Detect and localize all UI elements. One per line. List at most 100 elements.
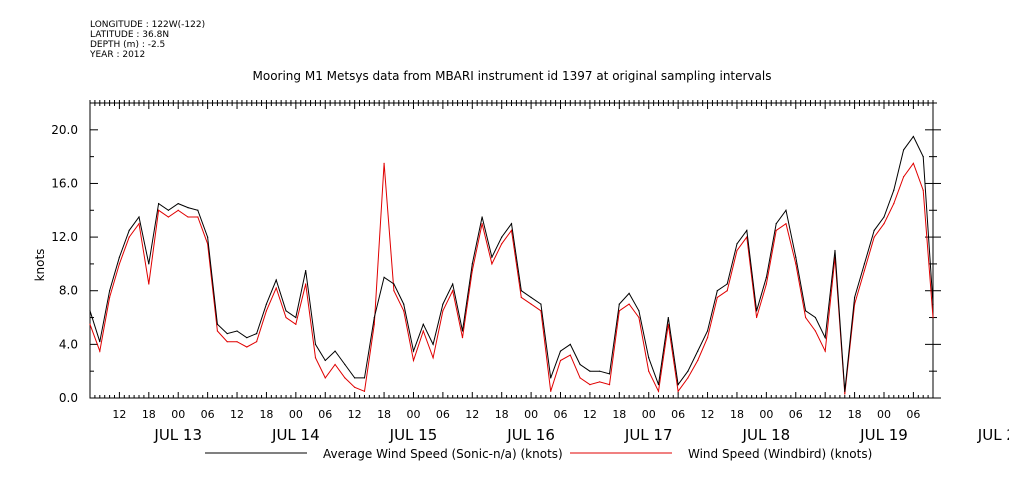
x-day-label: JUL 19	[859, 426, 908, 444]
data-point	[589, 370, 591, 372]
data-point	[334, 350, 336, 352]
data-point	[599, 381, 601, 383]
data-point	[491, 256, 493, 258]
data-point	[657, 390, 660, 392]
x-tick-label: 12	[583, 408, 597, 421]
data-point	[716, 290, 718, 292]
x-tick-label: 12	[701, 408, 715, 421]
data-point	[746, 229, 748, 231]
data-point	[726, 290, 728, 292]
data-point	[452, 283, 454, 285]
x-day-label: JUL 16	[506, 426, 555, 444]
data-point	[265, 303, 268, 305]
data-point	[207, 236, 209, 238]
data-point	[128, 236, 130, 238]
x-tick-label: 06	[671, 408, 685, 421]
data-point	[844, 390, 846, 392]
data-point	[236, 330, 238, 332]
data-point	[520, 290, 522, 292]
data-point	[863, 263, 865, 265]
data-point	[471, 263, 473, 265]
data-point	[354, 377, 356, 379]
data-point	[99, 350, 101, 352]
x-tick-label: 18	[612, 408, 626, 421]
data-point	[804, 310, 807, 312]
data-point	[814, 330, 816, 332]
data-point	[275, 279, 277, 281]
data-point	[256, 341, 258, 343]
data-point	[765, 276, 767, 278]
x-day-label: JUL 15	[389, 426, 438, 444]
data-point	[334, 363, 336, 366]
y-axis-label: knots	[33, 249, 47, 282]
data-point	[569, 343, 571, 345]
data-point	[167, 209, 170, 211]
x-tick-label: 06	[201, 408, 215, 421]
data-point	[589, 383, 591, 386]
data-point	[216, 323, 219, 325]
x-tick-label: 06	[906, 408, 920, 421]
x-day-label: JUL 14	[271, 426, 320, 444]
x-tick-label: 00	[171, 408, 185, 421]
series-lines	[89, 135, 934, 395]
data-point	[726, 283, 728, 285]
data-point	[599, 370, 601, 372]
legend-label-average: Average Wind Speed (Sonic-n/a) (knots)	[323, 447, 563, 461]
data-point	[922, 156, 924, 158]
data-point	[785, 223, 787, 225]
x-tick-label: 18	[377, 408, 391, 421]
data-point	[716, 296, 718, 299]
data-point	[236, 341, 238, 343]
data-point	[579, 377, 581, 379]
data-point	[540, 303, 542, 305]
data-point	[305, 283, 307, 285]
data-point	[177, 202, 179, 205]
data-point	[638, 310, 640, 312]
data-point	[481, 223, 483, 225]
y-tick-label: 16.0	[51, 176, 78, 190]
data-point	[697, 359, 699, 362]
x-tick-label: 06	[789, 408, 803, 421]
data-point	[814, 316, 816, 319]
data-point	[383, 162, 385, 164]
data-point	[461, 337, 464, 339]
x-tick-label: 12	[112, 408, 126, 421]
data-point	[187, 216, 189, 218]
data-point	[775, 229, 777, 231]
data-point	[795, 263, 797, 265]
data-point	[432, 343, 434, 345]
data-point	[275, 287, 277, 289]
data-point	[863, 270, 865, 272]
data-point	[285, 316, 287, 319]
data-point	[902, 149, 905, 151]
data-point	[579, 363, 581, 366]
data-point	[922, 189, 924, 191]
data-point	[657, 383, 660, 386]
data-point	[363, 377, 366, 379]
x-day-label: JUL 13	[153, 426, 202, 444]
data-point	[167, 216, 170, 218]
data-point	[785, 209, 787, 211]
data-point	[559, 350, 562, 352]
data-point	[383, 276, 385, 278]
x-tick-label: 00	[289, 408, 303, 421]
data-point	[912, 135, 914, 138]
data-point	[677, 383, 679, 386]
data-point	[265, 310, 268, 312]
data-point	[99, 341, 101, 343]
data-point	[305, 270, 307, 272]
data-point	[932, 316, 934, 319]
data-point	[736, 243, 738, 245]
data-point	[226, 341, 228, 343]
data-point	[912, 162, 914, 164]
x-tick-label: 06	[318, 408, 332, 421]
data-point	[197, 209, 199, 211]
data-point	[746, 236, 748, 238]
data-point	[226, 333, 228, 335]
data-point	[491, 263, 493, 265]
data-point	[471, 270, 473, 272]
x-tick-label: 00	[524, 408, 538, 421]
data-point	[158, 202, 160, 205]
legend: Average Wind Speed (Sonic-n/a) (knots) W…	[205, 447, 872, 461]
